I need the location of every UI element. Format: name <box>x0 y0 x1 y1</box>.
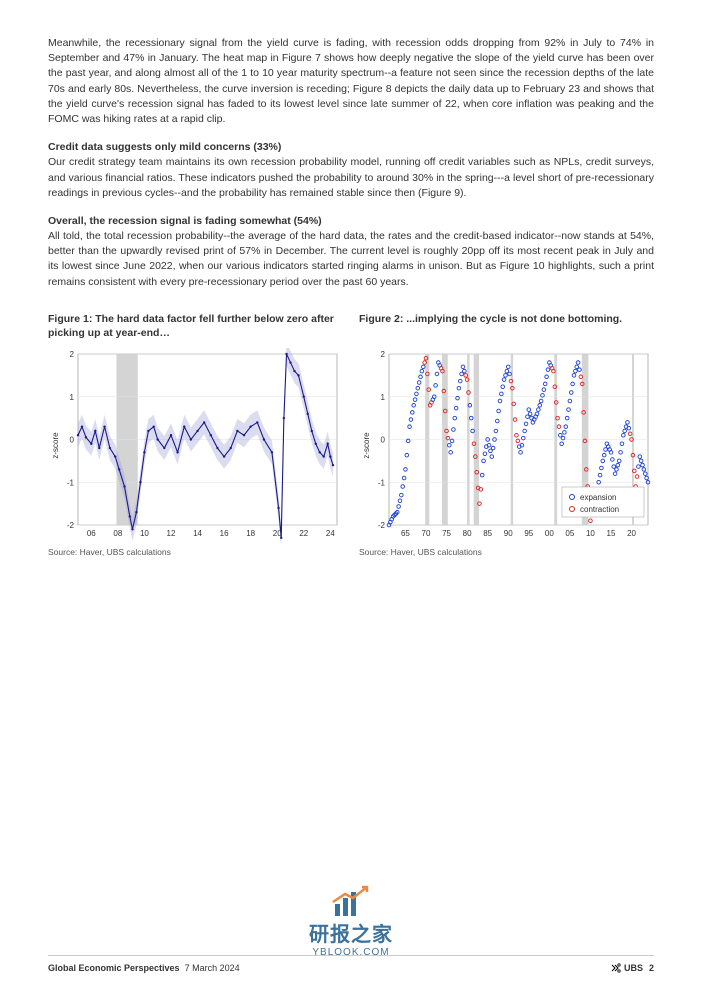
svg-text:2: 2 <box>381 350 386 359</box>
credit-body: Our credit strategy team maintains its o… <box>48 155 654 201</box>
figure1-source: Source: Haver, UBS calculations <box>48 547 343 557</box>
footer-title: Global Economic Perspectives <box>48 963 180 973</box>
svg-text:0: 0 <box>70 435 75 444</box>
svg-text:14: 14 <box>193 529 202 538</box>
svg-text:2: 2 <box>70 350 75 359</box>
svg-text:20: 20 <box>627 529 636 538</box>
svg-text:-1: -1 <box>67 478 75 487</box>
svg-text:z-score: z-score <box>51 432 60 459</box>
figure2-title: Figure 2: ...implying the cycle is not d… <box>359 312 654 342</box>
svg-text:70: 70 <box>422 529 431 538</box>
svg-text:10: 10 <box>140 529 149 538</box>
svg-text:16: 16 <box>220 529 229 538</box>
svg-text:08: 08 <box>113 529 122 538</box>
ubs-keys-icon <box>610 962 622 974</box>
svg-text:z-score: z-score <box>362 432 371 459</box>
credit-heading: Credit data suggests only mild concerns … <box>48 141 654 153</box>
svg-text:1: 1 <box>70 393 75 402</box>
watermark-icon <box>329 884 373 920</box>
figure1-chart: -2-101206081012141618202224z-score <box>48 348 343 543</box>
overall-body: All told, the total recession probabilit… <box>48 229 654 290</box>
svg-text:10: 10 <box>586 529 595 538</box>
svg-text:00: 00 <box>545 529 554 538</box>
figure2-source: Source: Haver, UBS calculations <box>359 547 654 557</box>
svg-text:95: 95 <box>524 529 533 538</box>
svg-text:1: 1 <box>381 393 386 402</box>
svg-text:-1: -1 <box>378 478 386 487</box>
figure1-title: Figure 1: The hard data factor fell furt… <box>48 312 343 342</box>
svg-text:0: 0 <box>381 435 386 444</box>
svg-text:15: 15 <box>607 529 616 538</box>
svg-text:90: 90 <box>504 529 513 538</box>
svg-text:12: 12 <box>167 529 176 538</box>
svg-text:-2: -2 <box>67 521 75 530</box>
intro-paragraph: Meanwhile, the recessionary signal from … <box>48 36 654 127</box>
footer-page: 2 <box>649 963 654 973</box>
page-footer: Global Economic Perspectives 7 March 202… <box>48 955 654 974</box>
svg-text:05: 05 <box>565 529 574 538</box>
svg-text:22: 22 <box>299 529 308 538</box>
footer-brand: UBS <box>624 963 643 973</box>
svg-text:80: 80 <box>463 529 472 538</box>
svg-text:-2: -2 <box>378 521 386 530</box>
svg-text:65: 65 <box>401 529 410 538</box>
svg-text:expansion: expansion <box>580 493 616 502</box>
ubs-logo: UBS <box>610 962 643 974</box>
figure2-chart: -2 -1 0 1 2 65 70 75 80 85 90 95 00 05 10 15 20 z-score ex… <box>359 348 654 543</box>
svg-text:85: 85 <box>483 529 492 538</box>
watermark: 研报之家 YBLOOK.COM <box>309 884 393 958</box>
svg-text:18: 18 <box>246 529 255 538</box>
overall-heading: Overall, the recession signal is fading … <box>48 215 654 227</box>
svg-text:75: 75 <box>442 529 451 538</box>
svg-text:06: 06 <box>87 529 96 538</box>
watermark-text: 研报之家 <box>309 918 393 947</box>
svg-text:24: 24 <box>326 529 335 538</box>
svg-text:contraction: contraction <box>580 505 619 514</box>
